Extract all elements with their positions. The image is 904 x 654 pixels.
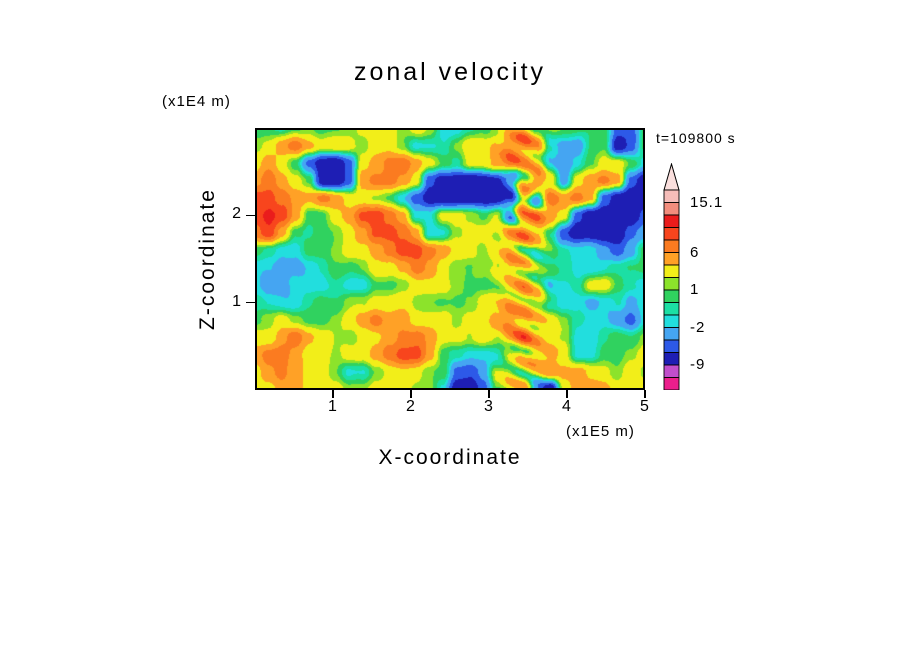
y-tick-label: 1	[232, 292, 242, 310]
chart-title: zonal velocity	[353, 58, 547, 86]
colorbar-segment	[663, 189, 680, 203]
x-axis-unit-label: (x1E5 m)	[566, 423, 635, 440]
x-tick-mark	[566, 390, 568, 398]
x-axis-label: X-coordinate	[378, 446, 522, 469]
x-tick-label: 1	[328, 398, 338, 415]
x-tick-label: 3	[484, 398, 494, 415]
colorbar	[663, 162, 680, 391]
x-tick-mark	[644, 390, 646, 398]
colorbar-segment	[663, 314, 680, 328]
x-tick-mark	[410, 390, 412, 398]
colorbar-segment	[663, 202, 680, 216]
y-tick-mark	[246, 214, 255, 217]
x-tick-label: 4	[562, 398, 572, 415]
colorbar-label: -2	[690, 318, 706, 336]
colorbar-label: -9	[690, 356, 706, 373]
colorbar-segment	[663, 364, 680, 378]
colorbar-svg	[663, 162, 680, 391]
colorbar-segment	[663, 264, 680, 278]
time-annotation: t=109800 s	[656, 130, 736, 146]
y-axis-label-text: Z-coordinate	[196, 188, 219, 330]
y-tick-mark	[246, 301, 255, 304]
colorbar-segment	[663, 327, 680, 341]
x-tick-label: 5	[640, 398, 650, 415]
colorbar-tip	[663, 162, 680, 191]
colorbar-label: 15.1	[690, 193, 724, 211]
x-tick-label: 2	[406, 398, 416, 415]
colorbar-segment	[663, 339, 680, 353]
colorbar-segment	[663, 239, 680, 253]
colorbar-label: 1	[690, 281, 700, 298]
colorbar-segment	[663, 214, 680, 228]
y-axis-label: Z-coordinate	[196, 169, 220, 349]
heatmap-canvas	[255, 128, 645, 390]
colorbar-segment	[663, 377, 680, 391]
colorbar-segment	[663, 302, 680, 316]
colorbar-segment	[663, 227, 680, 241]
x-tick-mark	[488, 390, 490, 398]
colorbar-label: 6	[690, 243, 700, 261]
y-axis-unit-label: (x1E4 m)	[162, 93, 231, 110]
colorbar-segment	[663, 252, 680, 266]
colorbar-segment	[663, 277, 680, 291]
colorbar-segment	[663, 352, 680, 366]
colorbar-segment	[663, 289, 680, 303]
x-tick-mark	[332, 390, 334, 398]
y-tick-label: 2	[232, 205, 242, 223]
